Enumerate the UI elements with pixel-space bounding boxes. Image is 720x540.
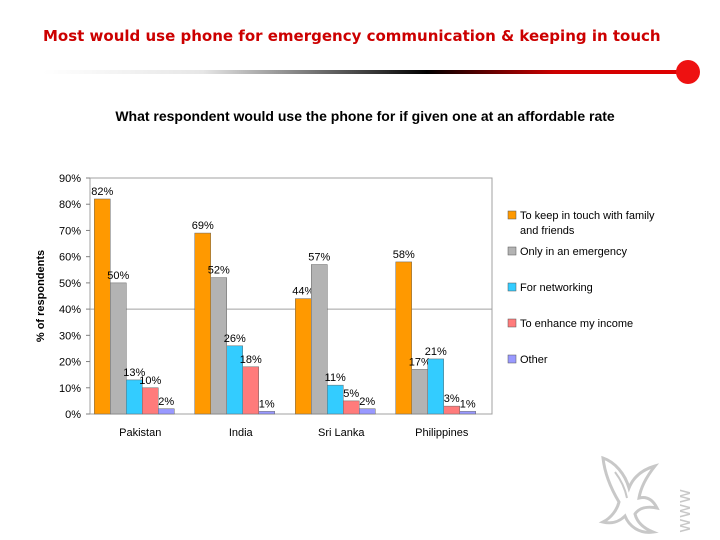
bar <box>242 366 259 415</box>
legend-label: Other <box>520 354 548 366</box>
bar <box>395 261 412 415</box>
www-text: www <box>674 489 695 533</box>
data-label: 11% <box>325 372 346 384</box>
bar <box>295 298 312 415</box>
y-tick-label: 40% <box>59 304 81 316</box>
y-tick-label: 30% <box>59 330 81 342</box>
data-label: 2% <box>158 396 174 408</box>
bar <box>359 408 376 415</box>
slide-title: Most would use phone for emergency commu… <box>43 27 661 45</box>
legend-label: For networking <box>520 282 593 294</box>
bar <box>459 411 476 415</box>
bar <box>427 358 444 415</box>
data-label: 26% <box>224 333 246 345</box>
bar <box>94 198 111 415</box>
data-label: 18% <box>240 354 262 366</box>
bar <box>443 405 460 415</box>
data-label: 82% <box>91 186 113 198</box>
data-label: 52% <box>208 265 230 277</box>
x-tick-label: Pakistan <box>119 427 161 439</box>
y-tick-label: 0% <box>65 409 81 421</box>
title-accent-dot <box>676 60 700 84</box>
y-tick-label: 80% <box>59 199 81 211</box>
data-label: 1% <box>259 398 275 410</box>
bar <box>194 232 211 415</box>
y-axis-label: % of respondents <box>35 250 47 342</box>
data-label: 58% <box>393 249 415 261</box>
bar <box>258 411 275 415</box>
data-label: 44% <box>292 286 314 298</box>
bar <box>411 369 428 415</box>
y-tick-label: 70% <box>59 225 81 237</box>
legend-swatch <box>507 354 517 364</box>
legend-swatch <box>507 210 517 220</box>
legend-label: To keep in touch with family and friends <box>520 210 655 237</box>
y-tick-label: 20% <box>59 357 81 369</box>
bar <box>142 387 159 415</box>
chart-title: What respondent would use the phone for … <box>115 108 615 124</box>
data-label: 3% <box>444 393 460 405</box>
bird-logo-icon <box>598 455 660 534</box>
bar <box>311 264 328 415</box>
www-watermark: www <box>674 489 695 533</box>
y-tick-label: 60% <box>59 252 81 264</box>
bar <box>327 384 344 415</box>
x-tick-label: India <box>229 427 254 439</box>
data-label: 13% <box>123 367 145 379</box>
legend-swatch <box>507 318 517 328</box>
y-tick-label: 90% <box>59 173 81 185</box>
legend-label: To enhance my income <box>520 318 633 330</box>
y-tick-label: 10% <box>59 383 81 395</box>
x-tick-label: Philippines <box>415 427 469 439</box>
x-tick-label: Sri Lanka <box>318 427 365 439</box>
title-underline <box>43 70 683 74</box>
y-tick-label: 50% <box>59 278 81 290</box>
data-label: 5% <box>343 388 359 400</box>
bar <box>110 282 127 415</box>
data-label: 57% <box>308 252 330 264</box>
legend-label: Only in an emergency <box>520 246 627 258</box>
data-label: 1% <box>460 398 476 410</box>
data-label: 2% <box>359 396 375 408</box>
legend-swatch <box>507 246 517 256</box>
bar <box>210 277 227 415</box>
data-label: 50% <box>107 270 129 282</box>
legend-swatch <box>507 282 517 292</box>
data-label: 10% <box>139 375 161 387</box>
data-label: 69% <box>192 220 214 232</box>
bar <box>343 400 360 415</box>
data-label: 21% <box>425 346 447 358</box>
bar <box>158 408 175 415</box>
data-label: 17% <box>409 356 431 368</box>
